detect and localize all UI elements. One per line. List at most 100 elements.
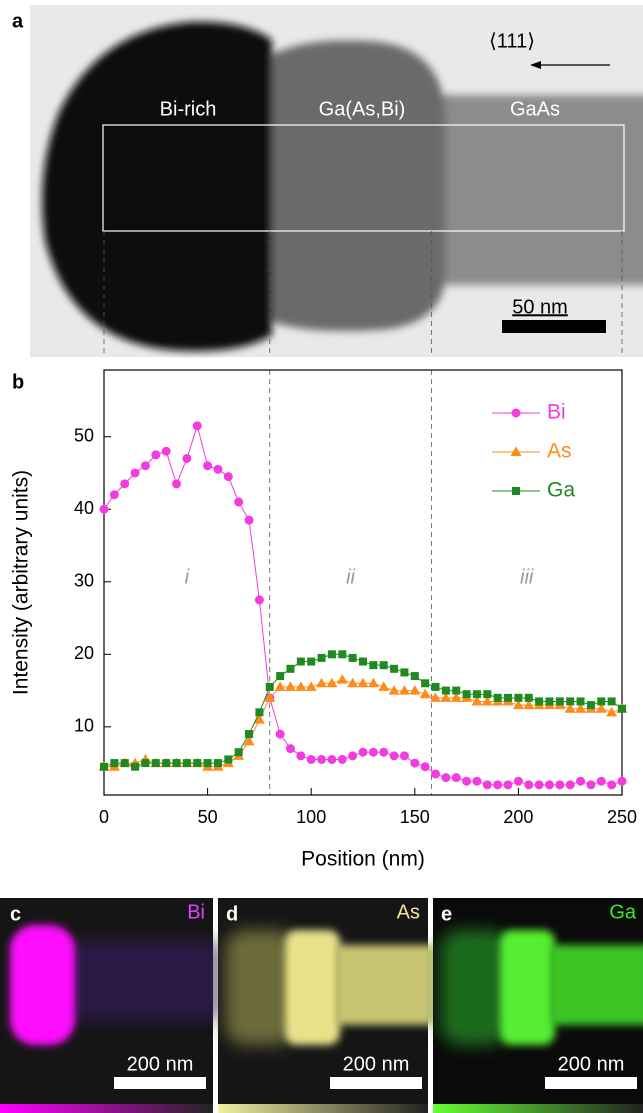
marker <box>182 759 191 768</box>
marker <box>472 690 481 699</box>
plot-frame <box>103 369 623 796</box>
marker <box>151 450 161 460</box>
panel-letter: e <box>441 903 452 925</box>
marker <box>140 461 150 471</box>
marker <box>369 661 378 670</box>
marker <box>264 692 276 702</box>
panel-letter: c <box>10 903 21 925</box>
marker <box>213 759 222 768</box>
marker <box>576 776 586 786</box>
y-axis-label: Intensity (arbitrary units) <box>10 470 33 695</box>
scale-bar-label: 200 nm <box>343 1053 410 1075</box>
legend-label: Ga <box>547 479 575 502</box>
marker <box>389 751 399 761</box>
y-tick-label: 20 <box>74 643 94 663</box>
edx-map-bi <box>0 898 220 1113</box>
marker <box>284 681 296 691</box>
marker <box>359 657 367 666</box>
marker <box>337 754 347 764</box>
marker <box>597 697 606 706</box>
marker <box>348 653 357 662</box>
marker <box>419 688 431 699</box>
marker <box>296 657 305 666</box>
marker <box>398 685 410 695</box>
marker <box>255 708 264 717</box>
marker <box>409 685 421 695</box>
marker <box>586 780 596 790</box>
marker <box>596 776 606 786</box>
scale-bar-label: 200 nm <box>558 1053 625 1075</box>
y-tick-label: 30 <box>74 571 94 591</box>
marker <box>388 685 400 695</box>
marker <box>400 668 409 677</box>
y-tick-label: 40 <box>74 498 94 518</box>
y-tick-label: 10 <box>74 716 94 736</box>
marker <box>431 682 440 691</box>
marker <box>472 776 482 786</box>
marker <box>410 758 420 768</box>
marker <box>296 751 306 761</box>
marker <box>430 692 442 702</box>
marker <box>358 747 368 757</box>
marker <box>378 681 390 691</box>
y-tick-label: 50 <box>74 425 94 445</box>
marker <box>440 692 452 702</box>
marker <box>564 703 576 713</box>
marker <box>347 677 359 688</box>
x-tick-label: 250 <box>607 807 637 827</box>
marker <box>305 681 317 691</box>
marker <box>182 453 192 463</box>
x-tick-label: 0 <box>99 807 109 827</box>
marker <box>368 747 378 757</box>
marker <box>245 730 254 739</box>
marker <box>420 762 430 772</box>
marker <box>565 780 575 790</box>
marker <box>244 515 254 525</box>
marker <box>234 497 244 507</box>
legend-label: Bi <box>547 401 566 424</box>
marker <box>576 697 585 706</box>
region-label: Bi-rich <box>160 98 217 120</box>
edx-map-as <box>218 898 435 1113</box>
marker <box>203 461 213 471</box>
marker <box>431 769 441 779</box>
marker <box>120 479 130 489</box>
marker <box>253 714 265 724</box>
marker <box>348 751 358 761</box>
marker <box>141 759 150 768</box>
marker <box>410 672 419 681</box>
region-label: iii <box>520 566 534 588</box>
region-label: GaAs <box>510 98 560 120</box>
marker <box>275 729 285 739</box>
marker <box>586 701 595 710</box>
marker <box>161 446 171 456</box>
marker <box>566 697 575 706</box>
marker <box>606 706 618 717</box>
marker <box>545 697 554 706</box>
marker <box>481 695 493 706</box>
marker <box>367 677 379 688</box>
marker <box>193 759 202 768</box>
panel-letter: a <box>12 10 24 32</box>
panel-letter: b <box>12 371 24 393</box>
marker <box>513 776 523 786</box>
marker <box>514 693 523 702</box>
marker <box>317 653 326 662</box>
marker <box>617 776 627 786</box>
marker <box>471 695 483 706</box>
marker <box>607 780 617 790</box>
marker <box>307 657 316 666</box>
series-line <box>103 424 623 786</box>
marker <box>441 686 450 695</box>
legend-label: As <box>547 440 572 463</box>
marker <box>493 780 503 790</box>
legend-marker <box>512 487 520 495</box>
marker <box>482 780 492 790</box>
marker <box>493 693 502 702</box>
marker <box>618 704 626 713</box>
marker <box>131 762 140 771</box>
marker <box>100 762 108 771</box>
element-label: Ga <box>609 901 637 923</box>
